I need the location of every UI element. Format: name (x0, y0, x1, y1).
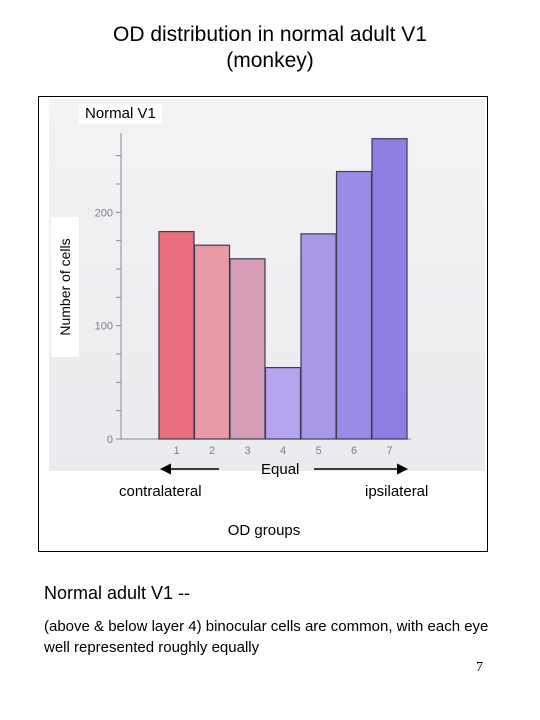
x-tick-label: 7 (386, 445, 392, 457)
x-tick-label: 3 (244, 445, 250, 457)
x-tick-label: 5 (315, 445, 321, 457)
bars-layer (158, 138, 408, 440)
bar-group-3 (229, 258, 266, 440)
tick-labels-layer: 0 100 200 1 2 3 4 5 6 7 (95, 207, 393, 457)
y-tick-label: 200 (95, 207, 113, 219)
x-tick-label: 4 (280, 445, 286, 457)
od-histogram: 0 100 200 1 2 3 4 5 6 7 (95, 133, 411, 475)
bar-group-4 (264, 367, 302, 440)
x-tick-label: 2 (209, 445, 215, 457)
y-tick-label: 0 (107, 434, 113, 446)
caption-body: (above & below layer 4) binocular cells … (44, 618, 489, 656)
bar-group-1 (158, 231, 195, 440)
slide-title-line-1: OD distribution in normal adult V1 (113, 23, 427, 46)
x-axis-label: OD groups (227, 522, 301, 539)
bar-group-2 (193, 244, 231, 440)
bar-group-5 (300, 233, 337, 440)
bar-group-6 (335, 170, 373, 440)
x-tick-label: 6 (351, 445, 357, 457)
y-tick-label: 100 (95, 321, 113, 333)
y-axis-label-backing (51, 217, 79, 357)
caption-heading: Normal adult V1 -- (44, 583, 191, 603)
page-number: 7 (476, 660, 483, 675)
ipsilateral-label: ipsilateral (365, 483, 429, 500)
figure-frame: Normal V1 Number of cells 0 100 200 1 2 3 4 5 6 7… (38, 96, 488, 552)
contralateral-label: contralateral (119, 483, 202, 500)
bar-group-7 (371, 138, 408, 440)
slide-title: OD distribution in normal adult V1 (monk… (0, 22, 540, 74)
equal-label: Equal (261, 461, 300, 478)
x-tick-label: 1 (173, 445, 179, 457)
slide-title-line-2: (monkey) (226, 49, 314, 72)
panel-label: Normal V1 (79, 104, 162, 124)
